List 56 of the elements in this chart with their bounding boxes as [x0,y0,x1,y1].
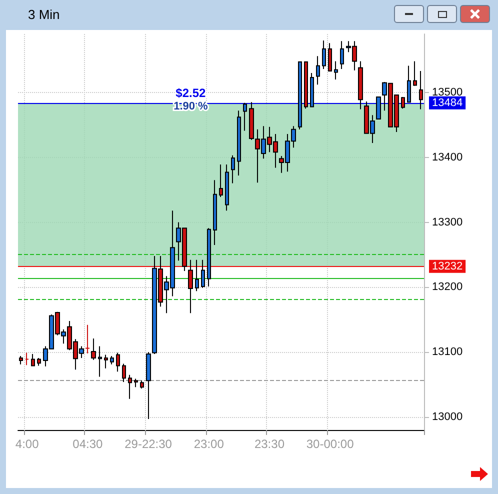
y-tick-label: 13500 [432,86,463,98]
candlestick [340,40,344,70]
candlestick [237,110,241,176]
ref-line-label: 13232 [432,260,463,272]
x-tick-label: 29-22:30 [124,437,172,451]
y-tick-label: 13200 [432,281,463,294]
x-tick-label: 30-00:00 [306,437,354,451]
candlestick [146,352,151,420]
candlestick [19,355,23,365]
annotation: 1.90 % [174,100,208,112]
candlestick [413,60,417,86]
candlestick [328,42,332,72]
candlestick [225,164,229,212]
candlestick [316,56,320,86]
candlestick [188,259,193,314]
y-tick-label: 13300 [432,216,463,228]
candlestick [104,354,108,369]
candlestick [310,72,314,108]
candlestick [219,164,223,198]
x-tick-label: 23:30 [254,437,285,451]
candlestick [134,378,138,388]
candlestick [98,346,102,378]
y-tick-label: 13100 [432,346,463,358]
candlestick [376,96,381,120]
candlestick [37,357,41,366]
candlestick [116,352,120,372]
chart-title: 3 Min [28,6,60,22]
candlestick [31,354,35,366]
candlestick [322,40,326,70]
candlestick [298,61,302,130]
candlestick [122,363,126,382]
candlestick [358,60,363,110]
candlestick [401,96,405,110]
candlestick [207,228,211,288]
candlestick [334,60,338,80]
candlestick [243,102,247,132]
y-tick-label: 13000 [432,411,463,424]
y-tick-label: 13400 [432,151,463,164]
candlestick [201,259,205,288]
annotation: $2.52 [176,86,206,100]
candlestick [25,352,29,366]
candlestick [195,259,199,292]
candlestick [213,180,217,246]
ref-line-label: 13484 [432,96,463,109]
candlestick [407,65,411,103]
candlestick [91,338,96,360]
x-tick-label: 04:30 [72,437,104,451]
candlestick [128,374,132,400]
x-tick-label: 4:00 [15,437,40,451]
candlestick [140,380,144,389]
candlestick [231,154,235,184]
x-tick-label: 23:00 [194,437,224,451]
candlestick [85,324,90,354]
candlestick [419,70,423,110]
candlestick [304,61,308,110]
candlestick [110,355,114,365]
